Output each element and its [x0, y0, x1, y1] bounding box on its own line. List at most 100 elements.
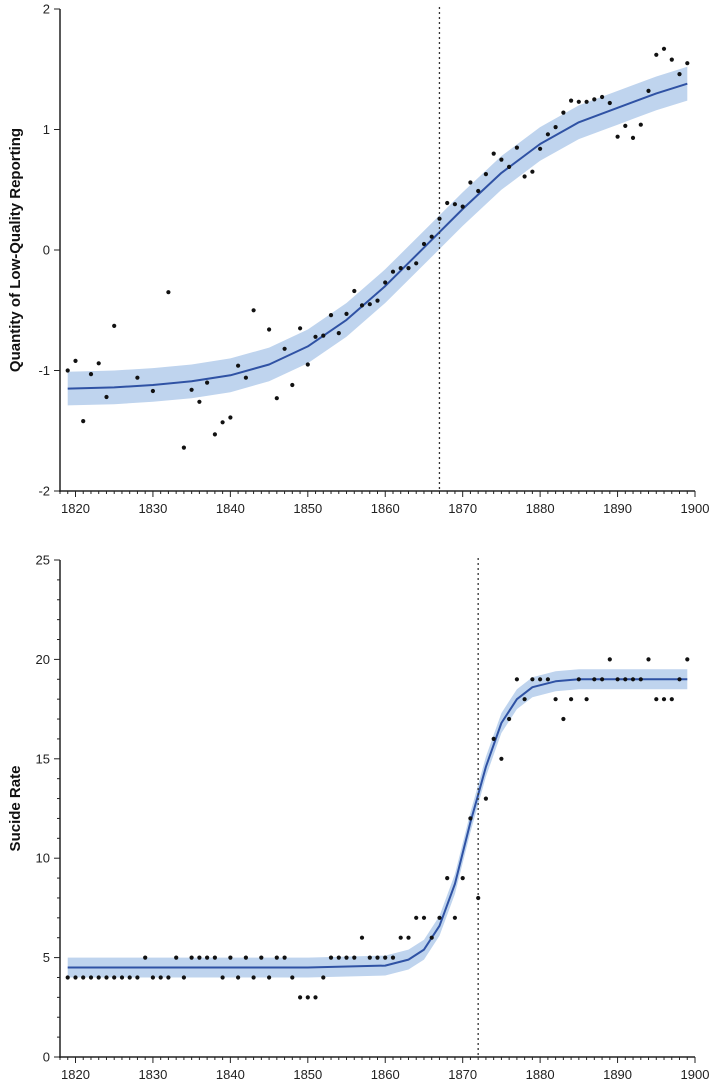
- chart1-data-point-63: [553, 697, 558, 702]
- chart0-data-point-13: [205, 380, 210, 385]
- chart0-data-point-9: [166, 290, 171, 295]
- chart0-data-point-69: [646, 88, 651, 93]
- chart0-data-point-41: [429, 234, 434, 239]
- chart1-data-point-34: [328, 955, 334, 960]
- chart1-data-point-58: [514, 677, 520, 682]
- chart1-data-point-60: [530, 677, 535, 682]
- chart0-data-point-8: [150, 388, 155, 394]
- chart1-data-point-4: [96, 975, 101, 980]
- chart1-data-point-77: [661, 697, 667, 702]
- chart1-data-point-1: [73, 975, 78, 980]
- chart1-data-point-7: [119, 975, 125, 980]
- chart1-data-point-68: [592, 677, 597, 682]
- chart0-data-point-46: [468, 180, 473, 185]
- chart0-data-point-14: [212, 432, 217, 437]
- chart1-data-point-61: [538, 677, 543, 682]
- chart1-data-point-80: [685, 657, 690, 662]
- chart1-data-point-70: [607, 657, 612, 662]
- chart1-data-point-72: [623, 677, 628, 682]
- chart0-data-point-31: [352, 288, 357, 294]
- chart1-data-point-14: [174, 955, 179, 960]
- chart0-data-point-47: [476, 188, 481, 194]
- chart1-data-point-50: [452, 915, 457, 920]
- chart1-data-point-73: [630, 677, 636, 682]
- chart1-data-point-26: [267, 975, 272, 980]
- chart0-data-point-55: [538, 146, 543, 151]
- chart1-data-point-13: [166, 975, 171, 980]
- chart0-data-point-48: [483, 172, 488, 177]
- chart0-x-tick-label: 1820: [61, 501, 90, 516]
- chart1-data-point-38: [359, 935, 365, 940]
- chart1-data-point-31: [305, 995, 310, 1000]
- chart1-fit-line: [67, 678, 688, 969]
- chart0-data-point-29: [336, 331, 341, 336]
- chart1-data-point-36: [344, 955, 349, 960]
- chart1-data-point-20: [220, 975, 225, 980]
- chart0-x-tick-label: 1890: [603, 501, 632, 516]
- chart1-data-point-48: [437, 915, 442, 920]
- chart0-data-point-27: [321, 333, 326, 338]
- chart0-y-tick-label: -1: [38, 363, 50, 378]
- chart1-y-axis-title: Sucide Rate: [7, 766, 24, 852]
- chart1-data-point-52: [468, 816, 473, 821]
- chart0-data-point-7: [135, 375, 140, 380]
- chart1-data-point-75: [646, 657, 651, 662]
- chart1-x-tick-label: 1860: [371, 1067, 400, 1082]
- chart0-data-point-43: [445, 200, 450, 206]
- chart1-data-point-16: [189, 955, 194, 960]
- chart1-data-point-24: [251, 975, 256, 980]
- chart0-data-point-39: [414, 261, 419, 266]
- chart1-data-point-74: [638, 677, 643, 682]
- chart1-data-point-17: [197, 955, 202, 960]
- chart0-data-point-59: [569, 98, 574, 103]
- chart0-data-point-36: [390, 269, 396, 274]
- chart1-data-point-79: [677, 677, 682, 682]
- chart0-data-point-68: [638, 122, 643, 127]
- chart0-data-point-65: [615, 134, 620, 139]
- chart0-data-point-33: [367, 302, 372, 307]
- chart0-data-point-17: [236, 363, 241, 368]
- chart0-data-point-49: [491, 151, 496, 156]
- chart0-data-point-6: [112, 323, 117, 328]
- chart1-data-point-28: [282, 955, 287, 960]
- chart1-data-point-42: [390, 955, 396, 960]
- chart0-data-point-20: [267, 327, 272, 332]
- chart1-data-point-78: [669, 697, 674, 702]
- chart1-data-point-12: [158, 975, 163, 980]
- chart1-x-tick-label: 1830: [138, 1067, 167, 1082]
- chart0-data-point-56: [545, 132, 551, 137]
- chart-suicide-rate: 1820 1830 1840 1850 1860 1870 1880 1890 1900 0 5 10…: [7, 553, 709, 1083]
- chart0-data-point-16: [228, 415, 233, 420]
- chart0-data-point-5: [104, 394, 109, 400]
- chart1-data-point-8: [127, 975, 132, 980]
- chart0-data-point-64: [607, 100, 612, 106]
- chart1-data-point-67: [584, 697, 589, 702]
- chart1-y-tick-label: 15: [36, 751, 50, 766]
- chart1-x-tick-label: 1870: [448, 1067, 477, 1082]
- chart1-data-point-66: [576, 677, 581, 682]
- chart0-data-point-2: [81, 419, 86, 424]
- chart1-data-point-30: [298, 995, 303, 1000]
- chart1-data-point-57: [507, 716, 512, 722]
- chart0-data-point-10: [181, 445, 186, 450]
- chart1-data-point-37: [352, 955, 357, 960]
- chart1-data-point-5: [104, 975, 109, 980]
- chart0-data-point-25: [305, 362, 310, 367]
- chart1-data-point-0: [65, 975, 70, 980]
- chart1-data-point-54: [483, 796, 488, 801]
- chart1-data-point-71: [615, 677, 620, 682]
- chart1-data-point-46: [421, 915, 427, 920]
- chart0-y-tick-label: 0: [43, 243, 50, 258]
- chart1-data-point-69: [600, 677, 605, 682]
- chart0-data-point-21: [274, 396, 279, 401]
- chart0-data-point-71: [661, 46, 667, 51]
- chart0-data-point-58: [561, 110, 566, 115]
- chart0-data-point-60: [576, 99, 581, 104]
- chart0-data-point-0: [65, 368, 70, 373]
- chart0-x-tick-label: 1850: [293, 501, 322, 516]
- chart1-data-point-2: [81, 975, 86, 980]
- chart0-data-point-23: [290, 382, 295, 388]
- chart0-data-point-37: [398, 266, 403, 271]
- chart0-data-point-1: [73, 358, 78, 363]
